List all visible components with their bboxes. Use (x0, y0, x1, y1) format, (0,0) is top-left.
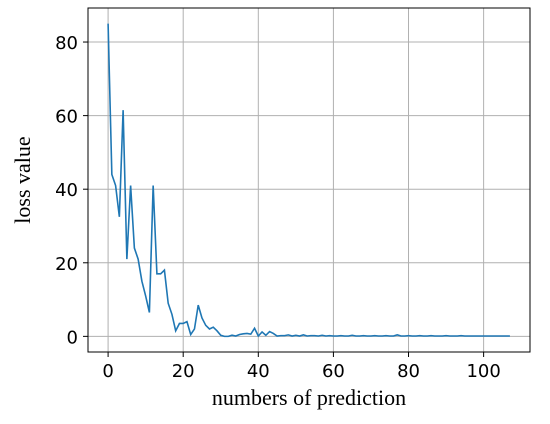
y-tick-label: 40 (55, 180, 78, 201)
x-tick-label: 80 (397, 361, 420, 382)
x-tick-label: 40 (247, 361, 270, 382)
x-axis-title: numbers of prediction (212, 385, 406, 410)
x-tick-label: 20 (172, 361, 195, 382)
y-tick-label: 80 (55, 33, 78, 54)
y-tick-label: 20 (55, 254, 78, 275)
x-tick-label: 0 (102, 361, 113, 382)
y-axis-title: loss value (10, 136, 35, 223)
x-tick-label: 100 (466, 361, 500, 382)
y-tick-label: 60 (55, 107, 78, 128)
x-tick-label: 60 (322, 361, 345, 382)
plot-frame (87, 7, 531, 353)
data-line (107, 23, 510, 338)
y-tick-label: 0 (67, 327, 78, 348)
